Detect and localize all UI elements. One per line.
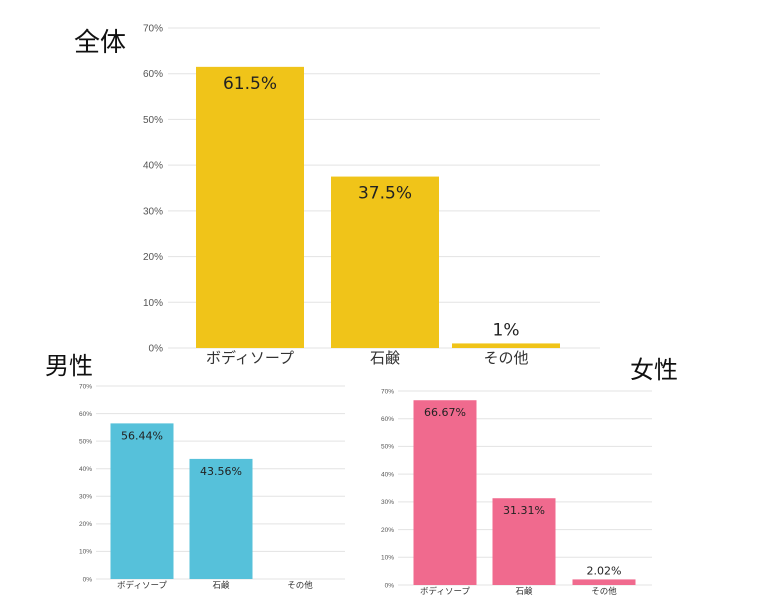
category-label-female-2: その他 [591, 586, 617, 597]
category-label-female-1: 石鹸 [515, 586, 533, 597]
y-tick-label-female: 40% [381, 471, 394, 478]
data-label-overall-2: 1% [493, 320, 520, 340]
category-label-overall-0: ボディソープ [206, 349, 294, 367]
chart-female: 0% 10% 20% 30% 40% 50% 60% 70% 66.67% ボディソープ 31.31… [381, 388, 652, 597]
y-tick-label-female: 50% [381, 444, 394, 451]
chart-title-female: 女性 [630, 356, 678, 384]
chart-title-overall: 全体 [74, 28, 127, 58]
data-label-overall-0: 61.5% [223, 74, 277, 94]
y-tick-label-male: 70% [79, 383, 92, 390]
bar-overall-2 [452, 343, 560, 348]
bar-male-1 [189, 458, 253, 579]
y-tick-label-female: 60% [381, 416, 394, 423]
y-tick-label-male: 30% [79, 494, 92, 501]
y-tick-label-overall: 50% [143, 115, 163, 126]
y-tick-label-overall: 60% [143, 69, 163, 80]
y-tick-label-female: 0% [385, 582, 395, 589]
y-tick-label-female: 20% [381, 527, 394, 534]
y-tick-label-overall: 70% [143, 24, 163, 35]
bar-overall-1 [331, 176, 439, 348]
y-tick-label-female: 30% [381, 499, 394, 506]
chart-overall: 0% 10% 20% 30% 40% 50% 60% 70% 61.5% ボディソープ 37.5% 石… [143, 24, 600, 367]
data-label-male-1: 43.56% [200, 465, 242, 478]
y-tick-label-male: 40% [79, 466, 92, 473]
category-label-male-0: ボディソープ [117, 580, 167, 591]
data-label-female-1: 31.31% [503, 504, 545, 517]
bar-overall-0 [196, 66, 304, 348]
data-label-overall-1: 37.5% [358, 184, 412, 204]
data-label-female-2: 2.02% [587, 564, 622, 577]
y-tick-label-female: 10% [381, 555, 394, 562]
y-tick-label-male: 20% [79, 521, 92, 528]
y-tick-label-male: 0% [83, 576, 93, 583]
y-tick-label-male: 50% [79, 438, 92, 445]
category-label-male-1: 石鹸 [212, 580, 230, 591]
y-tick-label-overall: 10% [143, 298, 163, 309]
bar-female-2 [572, 579, 636, 585]
category-label-female-0: ボディソープ [420, 586, 470, 597]
chart-title-male: 男性 [45, 352, 93, 380]
category-label-overall-1: 石鹸 [370, 349, 400, 367]
y-tick-label-overall: 20% [143, 252, 163, 263]
chart-male: 0% 10% 20% 30% 40% 50% 60% 70% 56.44% ボディソープ 43.56… [79, 383, 345, 591]
bar-female-1 [492, 498, 556, 585]
y-tick-label-overall: 30% [143, 206, 163, 217]
bar-female-0 [413, 400, 477, 585]
y-tick-label-overall: 40% [143, 161, 163, 172]
category-label-overall-2: その他 [483, 349, 528, 367]
bar-male-0 [110, 423, 174, 579]
y-tick-label-overall: 0% [149, 344, 164, 355]
data-label-male-0: 56.44% [121, 429, 163, 442]
category-label-male-2: その他 [287, 580, 313, 591]
data-label-female-0: 66.67% [424, 406, 466, 419]
y-tick-label-female: 70% [381, 388, 394, 395]
y-tick-label-male: 60% [79, 411, 92, 418]
y-tick-label-male: 10% [79, 549, 92, 556]
